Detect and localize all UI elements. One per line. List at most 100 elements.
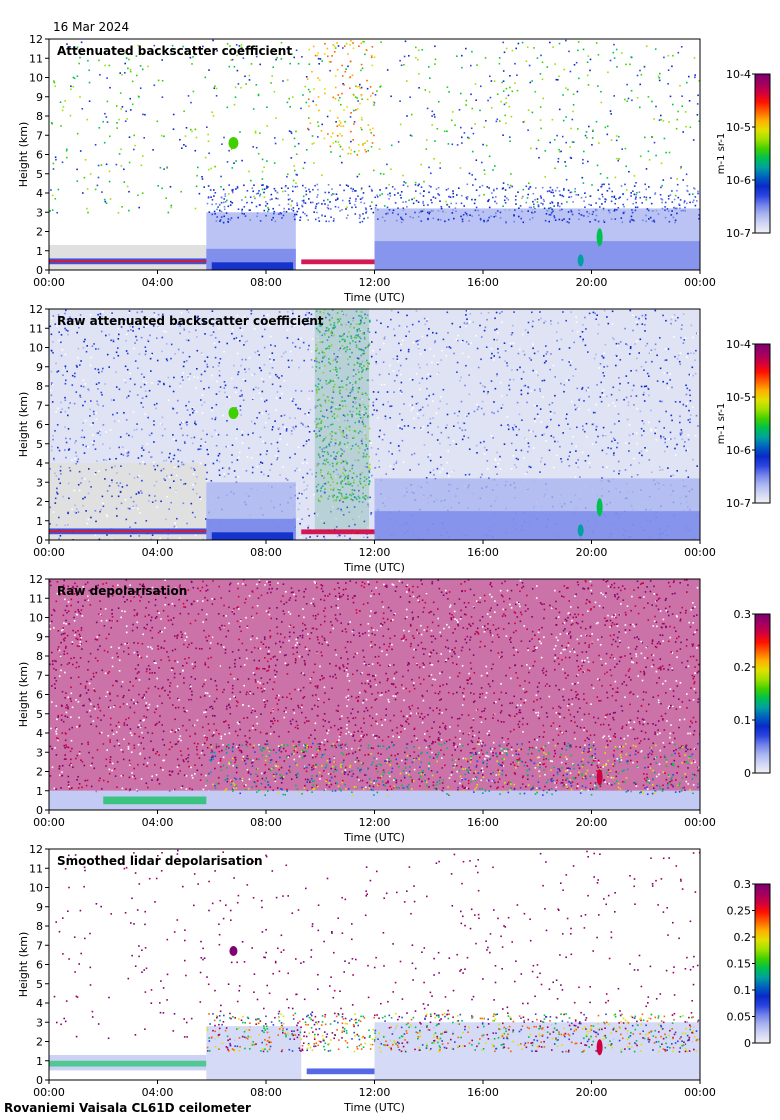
y-tick-label: 7 — [36, 669, 43, 682]
colorbar-tick-label: 0.05 — [727, 1011, 752, 1024]
colorbar-tick-label: 10-6 — [726, 174, 751, 187]
colorbar-tick-label: 0 — [744, 1037, 751, 1050]
y-tick-label: 10 — [29, 612, 43, 625]
y-tick-label: 1 — [36, 515, 43, 528]
y-axis-label: Height (km) — [17, 662, 30, 728]
panel-title: Raw depolarisation — [57, 584, 187, 598]
y-tick-label: 8 — [36, 110, 43, 123]
colorbar-unit-label: m-1 sr-1 — [716, 133, 727, 175]
colorbar-tick-label: 10-5 — [726, 391, 751, 404]
y-tick-label: 6 — [36, 419, 43, 432]
colorbar-tick-label: 0.2 — [734, 661, 752, 674]
colorbar-tick-label: 0.25 — [727, 905, 752, 918]
x-tick-label: 04:00 — [142, 1086, 174, 1099]
y-tick-label: 7 — [36, 399, 43, 412]
x-tick-label: 00:00 — [684, 546, 716, 559]
x-tick-label: 08:00 — [250, 1086, 282, 1099]
colorbar-tick-label: 10-6 — [726, 444, 751, 457]
x-tick-label: 12:00 — [359, 1086, 391, 1099]
x-tick-label: 08:00 — [250, 276, 282, 289]
x-tick-label: 00:00 — [684, 816, 716, 829]
panel-2: Raw attenuated backscatter coefficient 0 1… — [17, 303, 771, 574]
y-tick-label: 3 — [36, 746, 43, 759]
y-axis-label: Height (km) — [17, 932, 30, 998]
y-axis-label: Height (km) — [17, 122, 30, 188]
y-tick-label: 3 — [36, 476, 43, 489]
y-tick-label: 4 — [36, 187, 43, 200]
y-tick-label: 1 — [36, 245, 43, 258]
colorbar: 10-7 10-6 10-5 10-4 m-1 sr-1 — [716, 68, 771, 240]
panel-4: Smoothed lidar depolarisation01234567891… — [17, 843, 771, 1114]
y-tick-label: 4 — [36, 997, 43, 1010]
x-tick-label: 00:00 — [684, 1086, 716, 1099]
x-tick-label: 00:00 — [33, 816, 65, 829]
x-tick-label: 04:00 — [142, 816, 174, 829]
y-tick-label: 3 — [36, 206, 43, 219]
colorbar: 0 0.05 0.1 0.15 0.2 0.25 0.3 — [727, 878, 771, 1050]
colorbar-tick-label: 10-4 — [726, 68, 751, 81]
x-tick-label: 04:00 — [142, 276, 174, 289]
x-tick-label: 12:00 — [359, 546, 391, 559]
x-tick-label: 20:00 — [576, 1086, 608, 1099]
y-tick-label: 0 — [36, 264, 43, 277]
y-tick-label: 11 — [29, 862, 43, 875]
y-tick-label: 9 — [36, 901, 43, 914]
y-tick-label: 12 — [29, 573, 43, 586]
y-tick-label: 12 — [29, 33, 43, 46]
y-tick-label: 9 — [36, 91, 43, 104]
y-tick-label: 6 — [36, 689, 43, 702]
y-tick-label: 0 — [36, 1074, 43, 1087]
colorbar-unit-label: m-1 sr-1 — [716, 403, 727, 445]
colorbar-tick-label: 10-7 — [726, 497, 751, 510]
y-tick-label: 9 — [36, 631, 43, 644]
y-tick-label: 11 — [29, 322, 43, 335]
y-tick-label: 2 — [36, 496, 43, 509]
x-tick-label: 16:00 — [467, 816, 499, 829]
colorbar-tick-label: 0.1 — [734, 984, 752, 997]
y-tick-label: 2 — [36, 226, 43, 239]
y-tick-label: 9 — [36, 361, 43, 374]
x-tick-label: 16:00 — [467, 546, 499, 559]
x-tick-label: 08:00 — [250, 816, 282, 829]
x-tick-label: 00:00 — [684, 276, 716, 289]
y-tick-label: 4 — [36, 457, 43, 470]
panel-title: Smoothed lidar depolarisation — [57, 854, 263, 868]
y-axis-label: Height (km) — [17, 392, 30, 458]
colorbar-tick-label: 10-5 — [726, 121, 751, 134]
x-tick-label: 20:00 — [576, 546, 608, 559]
colorbar-tick-label: 0.15 — [727, 958, 752, 971]
panel-1: Attenuated backscatter coefficient012345… — [17, 33, 771, 304]
y-tick-label: 5 — [36, 978, 43, 991]
x-tick-label: 12:00 — [359, 276, 391, 289]
y-tick-label: 11 — [29, 52, 43, 65]
colorbar-tick-label: 0.2 — [734, 931, 752, 944]
panel-title: Attenuated backscatter coefficient — [57, 44, 292, 58]
colorbar-tick-label: 10-4 — [726, 338, 751, 351]
y-tick-label: 2 — [36, 766, 43, 779]
y-tick-label: 5 — [36, 168, 43, 181]
y-tick-label: 5 — [36, 438, 43, 451]
x-tick-label: 12:00 — [359, 816, 391, 829]
y-tick-label: 12 — [29, 843, 43, 856]
y-tick-label: 5 — [36, 708, 43, 721]
colorbar: 10-7 10-6 10-5 10-4 m-1 sr-1 — [716, 338, 771, 510]
y-tick-label: 10 — [29, 342, 43, 355]
y-tick-label: 2 — [36, 1036, 43, 1049]
x-tick-label: 00:00 — [33, 546, 65, 559]
y-tick-label: 8 — [36, 380, 43, 393]
x-tick-label: 16:00 — [467, 276, 499, 289]
x-tick-label: 00:00 — [33, 1086, 65, 1099]
x-tick-label: 04:00 — [142, 546, 174, 559]
heatmap-field — [49, 39, 700, 270]
y-tick-label: 7 — [36, 939, 43, 952]
y-tick-label: 10 — [29, 72, 43, 85]
y-tick-label: 3 — [36, 1016, 43, 1029]
panel-title: Raw attenuated backscatter coefficient — [57, 314, 324, 328]
y-tick-label: 8 — [36, 650, 43, 663]
x-tick-label: 20:00 — [576, 276, 608, 289]
y-tick-label: 1 — [36, 785, 43, 798]
y-tick-label: 6 — [36, 959, 43, 972]
x-tick-label: 16:00 — [467, 1086, 499, 1099]
y-tick-label: 0 — [36, 534, 43, 547]
